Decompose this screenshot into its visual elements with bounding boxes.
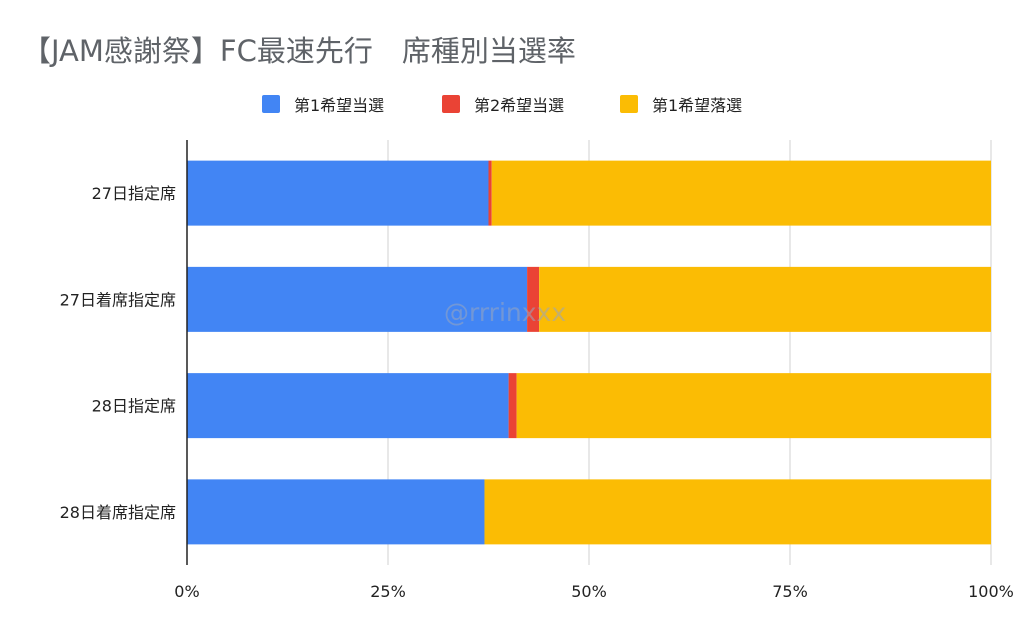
x-tick-label: 100% bbox=[968, 582, 1014, 601]
legend-label-first-win: 第1希望当選 bbox=[294, 96, 385, 115]
bar-segment bbox=[187, 266, 528, 332]
bar-segment bbox=[187, 160, 489, 226]
legend-swatch-second-win bbox=[442, 95, 460, 113]
legend-item-first-lose: 第1希望落選 bbox=[620, 92, 742, 116]
legend-swatch-first-lose bbox=[620, 95, 638, 113]
legend-swatch-first-win bbox=[262, 95, 280, 113]
legend-label-second-win: 第2希望当選 bbox=[474, 96, 565, 115]
category-label: 28日指定席 bbox=[92, 397, 176, 416]
x-tick-label: 25% bbox=[370, 582, 406, 601]
x-tick-label: 0% bbox=[174, 582, 199, 601]
legend-item-first-win: 第1希望当選 bbox=[262, 92, 384, 116]
chart-title: 【JAM感謝祭】FC最速先行 席種別当選率 bbox=[22, 34, 576, 68]
bar-segment bbox=[187, 373, 509, 439]
watermark-text: @rrrinxxx bbox=[444, 298, 567, 327]
bar-segment bbox=[508, 373, 517, 439]
category-label: 27日着席指定席 bbox=[60, 290, 176, 309]
bar-segment bbox=[488, 160, 492, 226]
legend-label-first-lose: 第1希望落選 bbox=[652, 96, 743, 115]
legend: 第1希望当選 第2希望当選 第1希望落選 bbox=[0, 92, 1024, 120]
bar-segment bbox=[539, 266, 991, 332]
x-tick-label: 75% bbox=[772, 582, 808, 601]
legend-item-second-win: 第2希望当選 bbox=[442, 92, 564, 116]
bar-segment bbox=[516, 373, 991, 439]
x-tick-label: 50% bbox=[571, 582, 607, 601]
bar-segment bbox=[491, 160, 991, 226]
bar-segment bbox=[484, 479, 991, 545]
category-label: 27日指定席 bbox=[92, 184, 176, 203]
bar-segment bbox=[527, 266, 540, 332]
category-label: 28日着席指定席 bbox=[60, 503, 176, 522]
bar-segment bbox=[187, 479, 485, 545]
